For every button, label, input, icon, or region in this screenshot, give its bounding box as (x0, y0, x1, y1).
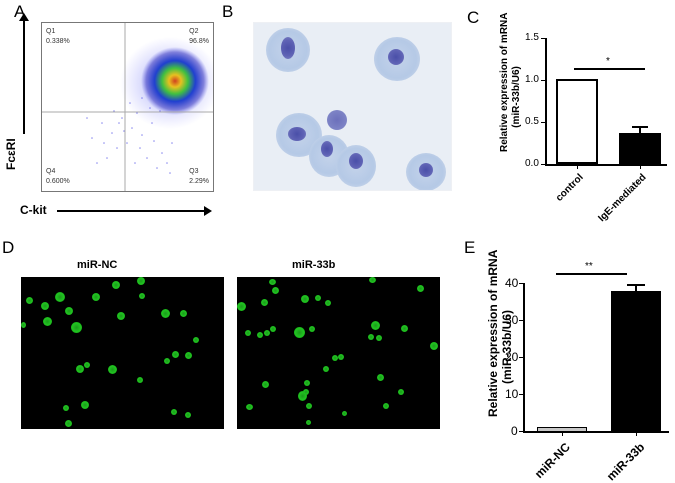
x-axis-label: C-kit (20, 203, 47, 217)
bar-mir-33b (611, 291, 661, 432)
flow-cytometry-plot: Q1 0.338% Q2 96.8% Q4 0.600% Q3 2.29% (41, 22, 214, 192)
ytick-e-1: 10 (505, 387, 519, 401)
panel-label-d: D (2, 238, 15, 257)
xcat-mir-nc: miR-NC (531, 440, 573, 482)
ytick-e-3: 30 (505, 313, 519, 327)
bar-ige-mediated (619, 133, 661, 164)
x-axis-arrow-icon (57, 210, 205, 212)
image-title-mir-33b: miR-33b (292, 259, 336, 271)
xcat-ige-mediated: IgE-mediated (596, 172, 649, 225)
image-title-mir-nc: miR-NC (77, 259, 118, 271)
error-bar-mir-33b (635, 284, 637, 292)
significance-mark-e: ** (585, 261, 593, 272)
panel-label-b: B (222, 2, 234, 21)
panel-label-a: A (14, 2, 26, 21)
y-axis-c (545, 38, 547, 165)
y-axis-label-c: Relative expression of mRNA (miR-33b/U6) (499, 12, 522, 153)
x-axis-arrowhead-icon (204, 206, 212, 216)
y-axis-label: FcεRI (4, 138, 18, 170)
fluorescence-image-mir-nc (21, 277, 224, 429)
ytick-c-1: 0.5 (525, 116, 539, 127)
quadrant-q1: Q1 0.338% (46, 28, 70, 45)
quadrant-q3: Q3 2.29% (189, 168, 209, 185)
stained-cells-micrograph (253, 22, 452, 191)
ytick-c-0: 0.0 (525, 158, 539, 169)
ytick-e-0: 0 (511, 424, 518, 438)
quadrant-q2: Q2 96.8% (189, 28, 209, 45)
y-axis-arrow-icon (23, 18, 25, 134)
significance-line-e (556, 273, 627, 275)
ytick-c-2: 1.0 (525, 74, 539, 85)
error-bar-ige (639, 126, 641, 134)
ytick-c-3: 1.5 (525, 32, 539, 43)
ytick-e-4: 40 (505, 276, 519, 290)
y-axis-arrowhead-icon (19, 13, 29, 21)
significance-mark-c: * (606, 56, 610, 67)
ytick-e-2: 20 (505, 350, 519, 364)
x-axis-e (523, 431, 669, 433)
panel-label-e: E (464, 238, 476, 257)
x-axis-c (545, 164, 667, 166)
quadrant-q4: Q4 0.600% (46, 168, 70, 185)
significance-line-c (574, 68, 645, 70)
bar-control (556, 79, 598, 164)
fluorescence-image-mir-33b (237, 277, 440, 429)
panel-label-c: C (467, 8, 480, 27)
xcat-control: control (554, 172, 586, 204)
bar-mir-nc (537, 427, 587, 432)
y-axis-e (523, 283, 525, 433)
xcat-mir-33b: miR-33b (603, 440, 647, 483)
scatter-density (42, 23, 213, 191)
